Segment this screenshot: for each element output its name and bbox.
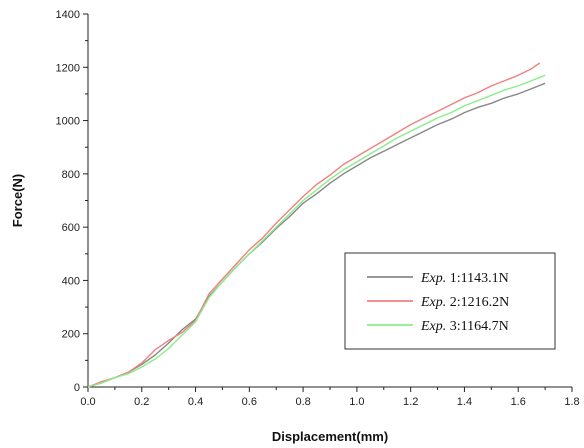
legend-label-prefix: Exp. — [420, 295, 446, 310]
y-tick-label: 600 — [62, 222, 80, 234]
x-tick-label: 1.8 — [564, 396, 579, 408]
legend-label-value: 2:1216.2N — [446, 295, 509, 310]
series-line-exp-1 — [87, 82, 546, 388]
y-tick-label: 0 — [74, 382, 80, 394]
x-tick-label: 0.8 — [295, 396, 310, 408]
legend-label-exp-3: Exp. 3:1164.7N — [420, 319, 509, 334]
x-tick-label: 1.0 — [349, 396, 364, 408]
y-axis-label: Force(N) — [10, 174, 25, 227]
y-tick-label: 400 — [62, 275, 80, 287]
y-tick-label: 200 — [62, 329, 80, 341]
x-tick-label: 1.6 — [511, 396, 526, 408]
legend-label-prefix: Exp. — [420, 271, 446, 286]
y-tick-label: 1400 — [56, 9, 80, 21]
x-tick-label: 0.6 — [242, 396, 257, 408]
x-tick-label: 1.4 — [457, 396, 472, 408]
y-ticks: 0 200 400 600 800 1000 1200 1400 — [56, 9, 88, 394]
x-tick-label: 0.0 — [80, 396, 95, 408]
legend-label-value: 3:1164.7N — [446, 319, 508, 334]
legend-label-prefix: Exp. — [420, 319, 446, 334]
x-tick-label: 1.2 — [403, 396, 418, 408]
legend-label-exp-1: Exp. 1:1143.1N — [420, 271, 509, 286]
y-tick-label: 1200 — [56, 62, 80, 74]
x-tick-label: 0.4 — [188, 396, 203, 408]
legend-label-value: 1:1143.1N — [446, 271, 508, 286]
legend-label-exp-2: Exp. 2:1216.2N — [420, 295, 509, 310]
y-tick-label: 1000 — [56, 116, 80, 128]
x-axis-label: Displacement(mm) — [272, 429, 388, 444]
series-line-exp-2 — [87, 62, 541, 388]
x-ticks: 0.0 0.2 0.4 0.6 0.8 1.0 1.2 1.4 1.6 1.8 — [80, 387, 580, 408]
series-line-exp-3 — [87, 74, 546, 388]
y-tick-label: 800 — [62, 169, 80, 181]
series-lines — [87, 62, 546, 388]
x-tick-label: 0.2 — [134, 396, 149, 408]
